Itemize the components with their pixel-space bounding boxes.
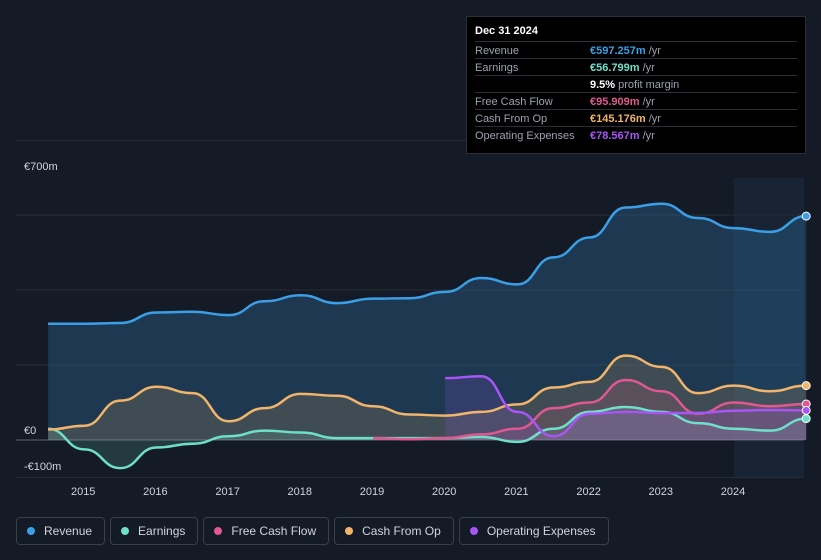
cash-from-op-area <box>48 355 807 440</box>
tooltip-label: Earnings <box>475 62 519 74</box>
earnings-end-dot <box>801 414 811 424</box>
tooltip-label: Cash From Op <box>475 113 548 125</box>
y-tick-label: -€100m <box>24 461 61 473</box>
legend-dot-icon <box>469 527 478 535</box>
tooltip-label: Operating Expenses <box>475 130 575 142</box>
tooltip-value: €78.567m /yr <box>590 130 655 142</box>
tooltip-row: Revenue €597.257m /yr <box>475 41 797 59</box>
tooltip-panel: Dec 31 2024 Revenue €597.257m /yr Earnings… <box>466 16 806 154</box>
legend: Revenue Earnings Free Cash Flow Cash From O… <box>16 517 614 547</box>
y-tick-label: €0 <box>24 425 36 437</box>
tooltip-row: Free Cash Flow €95.909m /yr <box>475 92 797 110</box>
tooltip-row: Operating Expenses €78.567m /yr <box>475 126 797 144</box>
x-tick-label: 2019 <box>360 486 384 498</box>
legend-item-earnings[interactable]: Earnings <box>110 517 199 545</box>
y-tick-label: €700m <box>24 161 58 173</box>
x-tick-label: 2021 <box>504 486 528 498</box>
x-tick-label: 2018 <box>288 486 312 498</box>
legend-dot-icon <box>214 527 223 535</box>
legend-dot-icon <box>121 527 130 535</box>
tooltip-value: €56.799m /yr <box>590 62 655 74</box>
x-tick-label: 2015 <box>71 486 95 498</box>
legend-item-free-cash-flow[interactable]: Free Cash Flow <box>203 517 330 545</box>
free-cash-flow-area <box>373 380 807 440</box>
tooltip-label: Revenue <box>475 45 520 57</box>
operating-expenses-line <box>445 374 807 438</box>
legend-label: Free Cash Flow <box>231 524 317 538</box>
legend-dot-icon <box>27 527 35 535</box>
x-tick-label: 2022 <box>576 486 600 498</box>
legend-item-cash-from-op[interactable]: Cash From Op <box>334 517 454 545</box>
x-tick-label: 2024 <box>721 486 745 498</box>
cash-from-op-end-dot <box>801 381 811 391</box>
free-cash-flow-line <box>372 378 807 441</box>
tooltip-row: 9.5% profit margin <box>475 75 797 93</box>
revenue-area <box>48 203 807 440</box>
tooltip-value: €95.909m /yr <box>590 96 655 108</box>
x-tick-label: 2023 <box>649 486 673 498</box>
legend-item-operating-expenses[interactable]: Operating Expenses <box>458 517 609 545</box>
tooltip-label: Free Cash Flow <box>475 96 553 108</box>
tooltip-value: 9.5% profit margin <box>590 79 680 91</box>
legend-item-revenue[interactable]: Revenue <box>16 517 106 545</box>
legend-label: Revenue <box>44 524 93 538</box>
earnings-area <box>48 407 807 469</box>
revenue-line <box>48 202 807 325</box>
tooltip-date: Dec 31 2024 <box>475 25 538 37</box>
operating-expenses-end-dot <box>801 405 811 415</box>
tooltip-row: Cash From Op €145.176m /yr <box>475 109 797 127</box>
revenue-end-dot <box>801 211 811 221</box>
legend-label: Operating Expenses <box>486 524 596 538</box>
x-tick-label: 2016 <box>143 486 167 498</box>
tooltip-value: €145.176m /yr <box>590 113 661 125</box>
legend-label: Earnings <box>138 524 186 538</box>
legend-label: Cash From Op <box>362 524 441 538</box>
tooltip-value: €597.257m /yr <box>590 45 661 57</box>
legend-dot-icon <box>345 527 354 535</box>
x-tick-label: 2017 <box>215 486 239 498</box>
cash-from-op-line <box>48 354 807 431</box>
x-tick-label: 2020 <box>432 486 456 498</box>
tooltip-row: Earnings €56.799m /yr <box>475 58 797 76</box>
